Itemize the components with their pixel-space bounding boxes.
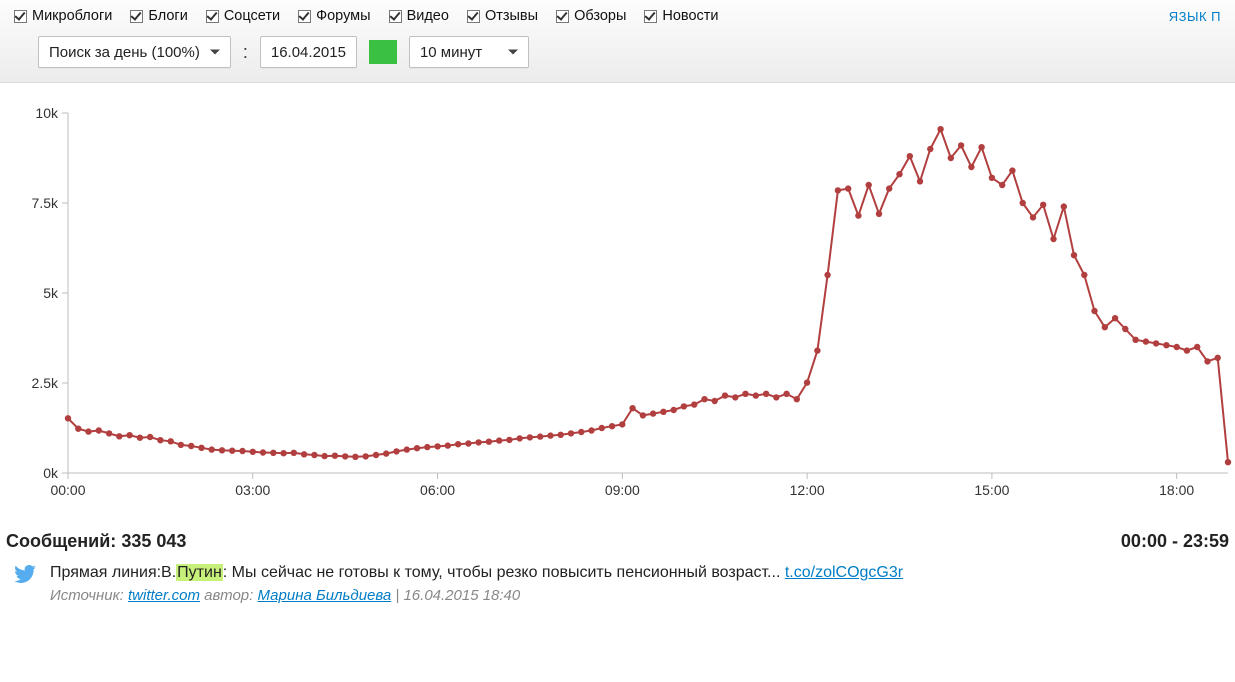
- filter-label: Блоги: [148, 8, 187, 24]
- checkbox-icon: [298, 10, 311, 23]
- filter-checkbox-2[interactable]: Соцсети: [206, 8, 280, 24]
- meta-time: 16.04.2015 18:40: [403, 587, 520, 604]
- series-color-swatch[interactable]: [369, 40, 397, 64]
- stats-row: Сообщений: 335 043 00:00 - 23:59: [0, 521, 1235, 558]
- filter-label: Новости: [662, 8, 718, 24]
- meta-author-label: автор:: [200, 587, 258, 604]
- filter-checkbox-1[interactable]: Блоги: [130, 8, 187, 24]
- svg-text:09:00: 09:00: [605, 482, 640, 498]
- svg-text:0k: 0k: [43, 465, 59, 481]
- interval-select[interactable]: 10 минут: [409, 36, 529, 68]
- svg-text:18:00: 18:00: [1159, 482, 1194, 498]
- svg-text:5k: 5k: [43, 285, 59, 301]
- search-period-value: Поиск за день (100%): [49, 44, 200, 61]
- filter-label: Обзоры: [574, 8, 626, 24]
- filter-label: Соцсети: [224, 8, 280, 24]
- date-input[interactable]: 16.04.2015: [260, 36, 357, 68]
- meta-source-label: Источник:: [50, 587, 128, 604]
- message-highlight: Путин: [176, 564, 223, 581]
- svg-text:2.5k: 2.5k: [32, 375, 59, 391]
- message-row: Прямая линия:В.Путин: Мы сейчас не готов…: [0, 558, 1235, 606]
- filter-label: Видео: [407, 8, 449, 24]
- meta-author-link[interactable]: Марина Бильдиева: [258, 587, 392, 604]
- svg-text:12:00: 12:00: [790, 482, 825, 498]
- filter-checkbox-5[interactable]: Отзывы: [467, 8, 538, 24]
- checkbox-icon: [556, 10, 569, 23]
- svg-text:00:00: 00:00: [50, 482, 85, 498]
- date-value: 16.04.2015: [271, 44, 346, 61]
- filter-row: Микроблоги Блоги Соцсети Форумы Видео Отзывы О…: [14, 8, 1221, 24]
- timeline-chart: 0k 2.5k 5k 7.5k 10k 00:00 03:00 06:00 09:00 12:00…: [10, 103, 1232, 508]
- meta-sep: |: [391, 587, 403, 604]
- svg-text:7.5k: 7.5k: [32, 195, 59, 211]
- chart-area: 0k 2.5k 5k 7.5k 10k 00:00 03:00 06:00 09:00 12:00…: [0, 83, 1235, 521]
- filter-checkbox-0[interactable]: Микроблоги: [14, 8, 112, 24]
- filter-checkbox-4[interactable]: Видео: [389, 8, 449, 24]
- svg-text:15:00: 15:00: [974, 482, 1009, 498]
- controls-row: Поиск за день (100%) : 16.04.2015 10 мин…: [14, 36, 1221, 68]
- filter-checkbox-6[interactable]: Обзоры: [556, 8, 626, 24]
- filter-label: Форумы: [316, 8, 370, 24]
- checkbox-icon: [467, 10, 480, 23]
- messages-label: Сообщений:: [6, 531, 116, 551]
- colon-separator: :: [243, 42, 248, 63]
- messages-count: 335 043: [121, 531, 186, 551]
- toolbar: Микроблоги Блоги Соцсети Форумы Видео Отзывы О…: [0, 0, 1235, 83]
- svg-text:06:00: 06:00: [420, 482, 455, 498]
- time-range: 00:00 - 23:59: [1121, 531, 1229, 552]
- message-prefix: Прямая линия:В.: [50, 564, 176, 581]
- message-meta: Источник: twitter.com автор: Марина Биль…: [50, 586, 903, 606]
- svg-text:10k: 10k: [35, 105, 59, 121]
- checkbox-icon: [130, 10, 143, 23]
- message-link[interactable]: t.co/zolCOgcG3r: [785, 564, 903, 581]
- message-body: Прямая линия:В.Путин: Мы сейчас не готов…: [50, 562, 903, 606]
- checkbox-icon: [14, 10, 27, 23]
- message-text: : Мы сейчас не готовы к тому, чтобы резк…: [223, 564, 785, 581]
- filter-label: Отзывы: [485, 8, 538, 24]
- search-period-select[interactable]: Поиск за день (100%): [38, 36, 231, 68]
- svg-text:03:00: 03:00: [235, 482, 270, 498]
- interval-value: 10 минут: [420, 44, 482, 61]
- checkbox-icon: [206, 10, 219, 23]
- meta-source-link[interactable]: twitter.com: [128, 587, 200, 604]
- filter-label: Микроблоги: [32, 8, 112, 24]
- twitter-icon: [14, 565, 36, 583]
- checkbox-icon: [389, 10, 402, 23]
- filter-checkbox-3[interactable]: Форумы: [298, 8, 370, 24]
- checkbox-icon: [644, 10, 657, 23]
- filter-checkbox-7[interactable]: Новости: [644, 8, 718, 24]
- language-link[interactable]: ЯЗЫК П: [1169, 9, 1221, 24]
